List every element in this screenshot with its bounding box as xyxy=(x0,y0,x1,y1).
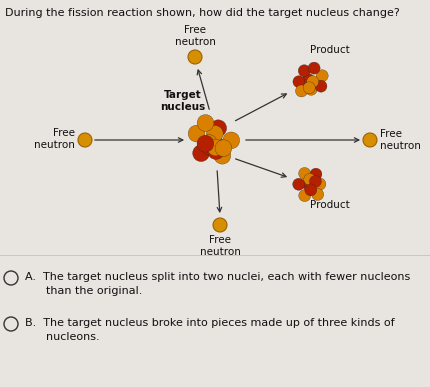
Text: Free
neutron: Free neutron xyxy=(379,129,420,151)
Circle shape xyxy=(298,190,310,202)
Circle shape xyxy=(309,175,321,187)
Circle shape xyxy=(303,82,314,94)
Circle shape xyxy=(206,125,223,142)
Circle shape xyxy=(298,168,310,180)
Text: B.  The target nucleus broke into pieces made up of three kinds of
      nucleon: B. The target nucleus broke into pieces … xyxy=(25,318,394,342)
Circle shape xyxy=(188,125,205,142)
Circle shape xyxy=(213,147,230,164)
Circle shape xyxy=(78,133,92,147)
Circle shape xyxy=(304,83,316,95)
Circle shape xyxy=(298,65,310,77)
Circle shape xyxy=(197,135,213,152)
Circle shape xyxy=(304,184,316,196)
Circle shape xyxy=(309,168,321,180)
Text: Free
neutron: Free neutron xyxy=(199,235,240,257)
Circle shape xyxy=(295,85,307,97)
Circle shape xyxy=(316,70,327,82)
Text: Free
neutron: Free neutron xyxy=(34,128,75,150)
Text: Product: Product xyxy=(309,45,349,55)
Circle shape xyxy=(292,178,304,190)
Circle shape xyxy=(362,133,376,147)
Circle shape xyxy=(209,140,226,158)
Circle shape xyxy=(207,143,224,159)
Circle shape xyxy=(207,139,224,156)
Circle shape xyxy=(307,62,319,74)
Text: During the fission reaction shown, how did the target nucleus change?: During the fission reaction shown, how d… xyxy=(5,8,399,18)
Circle shape xyxy=(292,76,304,88)
Text: Target
nucleus: Target nucleus xyxy=(160,90,205,112)
Circle shape xyxy=(200,135,217,151)
Circle shape xyxy=(311,188,323,200)
Circle shape xyxy=(302,74,314,86)
Circle shape xyxy=(209,120,226,137)
Circle shape xyxy=(206,134,222,151)
Circle shape xyxy=(302,178,313,190)
Circle shape xyxy=(187,50,202,64)
Circle shape xyxy=(201,139,218,156)
Circle shape xyxy=(313,178,325,190)
Text: A.  The target nucleus split into two nuclei, each with fewer nucleons
      tha: A. The target nucleus split into two nuc… xyxy=(25,272,409,296)
Circle shape xyxy=(205,137,222,153)
Circle shape xyxy=(314,80,326,92)
Circle shape xyxy=(212,218,227,232)
Circle shape xyxy=(192,145,209,162)
Circle shape xyxy=(303,173,315,185)
Circle shape xyxy=(222,132,239,149)
Text: Product: Product xyxy=(309,200,349,210)
Circle shape xyxy=(215,140,231,157)
Text: Free
neutron: Free neutron xyxy=(174,25,215,47)
Circle shape xyxy=(306,75,318,87)
Circle shape xyxy=(197,115,213,131)
